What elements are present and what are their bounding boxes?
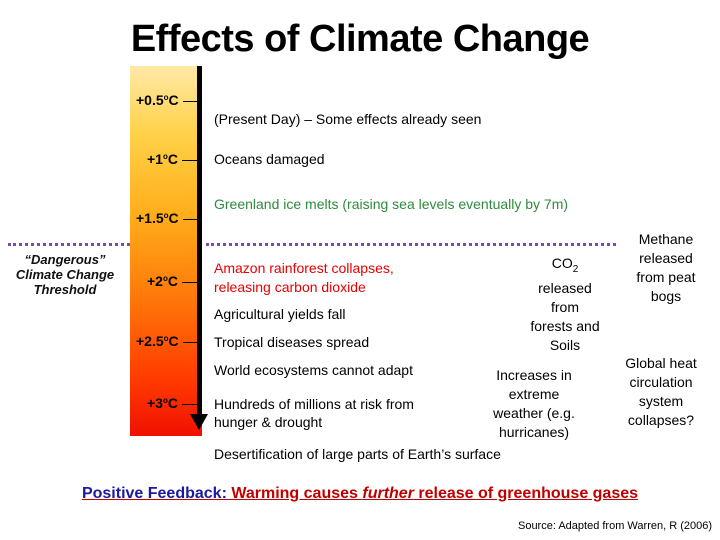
feedback-weather: Increases in extreme weather (e.g. hurri… [493,367,575,440]
feedback-co2: CO2 released from forests and Soils [510,254,620,355]
tick-1: +1oC [147,151,198,167]
tick-3: +3oC [147,395,198,411]
effect-agriculture: Agricultural yields fall [214,306,346,322]
positive-feedback-prefix: Positive Feedback: [81,485,227,502]
effect-amazon-line1: Amazon rainforest collapses, [214,260,394,276]
feedback-methane: Methane released from peat bogs [636,231,696,304]
axis-arrow-icon [190,414,208,430]
temperature-axis [197,66,202,416]
positive-feedback-banner: Positive Feedback: Warming causes furthe… [81,485,639,502]
temperature-bar [130,66,202,436]
tick-2-5: +2.5oC [136,333,199,349]
tick-0-5: +0.5oC [136,92,199,108]
effect-present-day: (Present Day) – Some effects already see… [214,111,482,127]
co2-label: CO2 [551,255,579,275]
threshold-line-right [206,243,616,246]
effect-tropical: Tropical diseases spread [214,334,370,350]
page-title: Effects of Climate Change [130,18,590,60]
threshold-label: “Dangerous” Climate Change Threshold [15,252,115,297]
effect-desertification: Desertification of large parts of Earth’… [214,446,501,462]
feedback-circulation: Global heat circulation system collapses… [625,355,697,428]
threshold-line-left [8,243,130,246]
effect-hunger-line1: Hundreds of millions at risk from [214,396,414,412]
effect-oceans: Oceans damaged [214,151,325,167]
effect-hunger-line2: hunger & drought [214,414,323,430]
tick-2: +2oC [147,273,198,289]
tick-1-5: +1.5oC [136,210,199,226]
source-credit: Source: Adapted from Warren, R (2006) [517,520,712,532]
effect-amazon-line2: releasing carbon dioxide [214,279,366,295]
effect-ecosystems: World ecosystems cannot adapt [214,362,413,378]
effect-greenland: Greenland ice melts (raising sea levels … [214,196,569,212]
